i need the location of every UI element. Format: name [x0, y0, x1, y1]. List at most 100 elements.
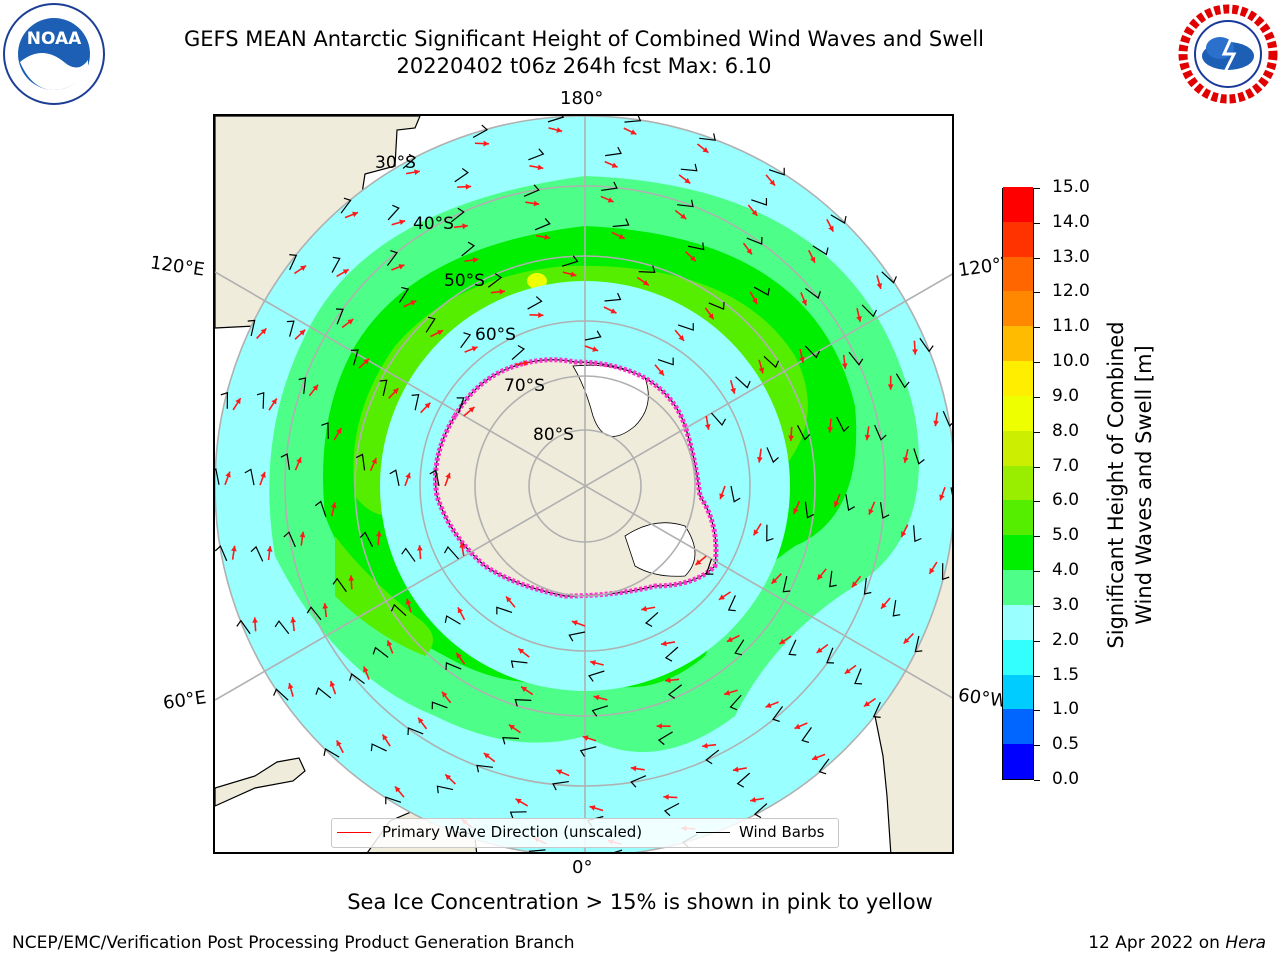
wave-direction-arrowhead	[656, 723, 662, 730]
wind-barb	[502, 736, 519, 745]
wind-barb	[472, 124, 489, 139]
colorbar-tick	[1034, 396, 1040, 398]
colorbar-segment	[1003, 708, 1033, 745]
wave-direction-arrowhead	[881, 602, 887, 609]
wind-barb	[863, 578, 872, 595]
wind-barb	[708, 302, 725, 310]
wind-barb	[355, 453, 366, 471]
wind-barb	[624, 116, 642, 123]
wind-barb	[460, 332, 472, 349]
weddell-ice-shelf	[624, 522, 696, 577]
wave-direction-arrowhead	[757, 456, 763, 463]
colorbar	[1002, 186, 1034, 780]
wind-barb	[914, 635, 923, 653]
wave-direction-arrowhead	[437, 330, 444, 336]
wave-direction-arrowhead	[611, 162, 618, 168]
wind-barb	[547, 116, 565, 123]
wave-direction-arrowhead	[810, 256, 816, 263]
wind-barb	[753, 286, 770, 296]
legend-barb-line	[696, 832, 730, 833]
wind-barb	[431, 701, 448, 710]
footer-credit: NCEP/EMC/Verification Post Processing Pr…	[12, 933, 575, 953]
wind-barb	[644, 611, 659, 628]
wind-barb	[630, 775, 647, 788]
wind-barb	[788, 639, 797, 656]
colorbar-title-line1: Significant Height of Combined	[1104, 321, 1128, 649]
wind-barb	[829, 570, 837, 588]
nws-logo	[1178, 4, 1278, 104]
wind-barb	[746, 237, 763, 245]
wind-barb	[942, 410, 952, 427]
wave-direction-arrowhead	[347, 319, 354, 325]
wave-direction-arrowhead	[394, 786, 401, 793]
colorbar-tick-label: 9.0	[1052, 385, 1080, 406]
wind-barb	[919, 337, 934, 353]
wind-barb	[561, 255, 579, 267]
wave-direction-arrowhead	[851, 581, 858, 588]
wind-barb	[386, 250, 398, 266]
lat-label-50s: 50°S	[444, 271, 485, 291]
colorbar-segment	[1003, 569, 1033, 605]
wind-barb	[298, 377, 307, 394]
colorbar-tick	[1034, 710, 1040, 712]
wave-direction-arrowhead	[405, 598, 412, 605]
colorbar-segment	[1003, 395, 1033, 431]
wave-direction-arrowhead	[590, 660, 596, 666]
wind-barb	[830, 214, 847, 224]
wave-direction-arrowhead	[533, 200, 540, 207]
wave-direction-arrowhead	[630, 765, 637, 772]
wave-direction-arrowhead	[704, 424, 711, 430]
wind-barb	[663, 802, 680, 817]
wind-barb	[387, 204, 400, 221]
wave-direction-arrowhead	[483, 752, 490, 759]
wind-barb	[523, 184, 540, 197]
wind-barb	[331, 256, 341, 273]
colorbar-tick-label: 3.0	[1052, 594, 1080, 615]
wave-direction-arrowhead	[348, 575, 355, 581]
colorbar-segment	[1003, 360, 1033, 396]
wind-barb	[528, 148, 545, 161]
wave-direction-arrowhead	[417, 545, 423, 551]
wind-barb	[250, 545, 264, 562]
wave-direction-arrowhead	[641, 605, 647, 612]
wind-barb	[734, 639, 745, 656]
wave-direction-arrowhead	[876, 283, 883, 289]
wave-direction-arrowhead	[610, 308, 617, 314]
wind-barb	[848, 351, 864, 366]
wave-direction-arrowhead	[445, 472, 451, 479]
wave-direction-arrowhead	[816, 647, 823, 653]
wave-direction-arrowhead	[864, 434, 871, 441]
wind-barb	[568, 631, 586, 642]
colorbar-segment	[1003, 325, 1033, 362]
colorbar-tick-label: 0.5	[1052, 734, 1080, 755]
lon-label-120e: 120°E	[148, 252, 206, 281]
legend-barb-label: Wind Barbs	[739, 823, 825, 841]
wave-direction-arrowhead	[392, 388, 399, 395]
wind-barb	[699, 133, 716, 141]
wave-direction-arrowhead	[271, 398, 277, 405]
colorbar-tick-label: 0.0	[1052, 769, 1080, 789]
wave-direction-arrowhead	[376, 531, 382, 537]
wind-barb	[456, 397, 465, 414]
wave-direction-arrowhead	[726, 636, 733, 642]
colorbar-segment	[1003, 430, 1033, 466]
map-panel	[213, 114, 954, 854]
wave-direction-arrowhead	[462, 223, 468, 230]
wave-direction-arrowhead	[750, 797, 756, 803]
wind-barb	[390, 603, 407, 617]
wave-direction-arrowhead	[260, 471, 266, 478]
wind-barb	[818, 758, 830, 775]
wave-direction-arrowhead	[571, 620, 578, 626]
wind-barb	[804, 345, 821, 359]
wave-direction-arrowhead	[300, 265, 307, 271]
wind-barb	[370, 743, 387, 752]
map-legend: Primary Wave Direction (unscaled) Wind B…	[331, 818, 839, 848]
wave-direction-arrowhead	[771, 577, 778, 584]
wave-direction-arrowhead	[887, 384, 894, 390]
wind-barb	[584, 330, 602, 341]
wind-barb	[289, 254, 298, 271]
wind-barb	[638, 265, 656, 273]
wind-barb	[605, 146, 622, 157]
wave-direction-arrowhead	[523, 360, 529, 367]
wind-barb	[215, 468, 220, 485]
